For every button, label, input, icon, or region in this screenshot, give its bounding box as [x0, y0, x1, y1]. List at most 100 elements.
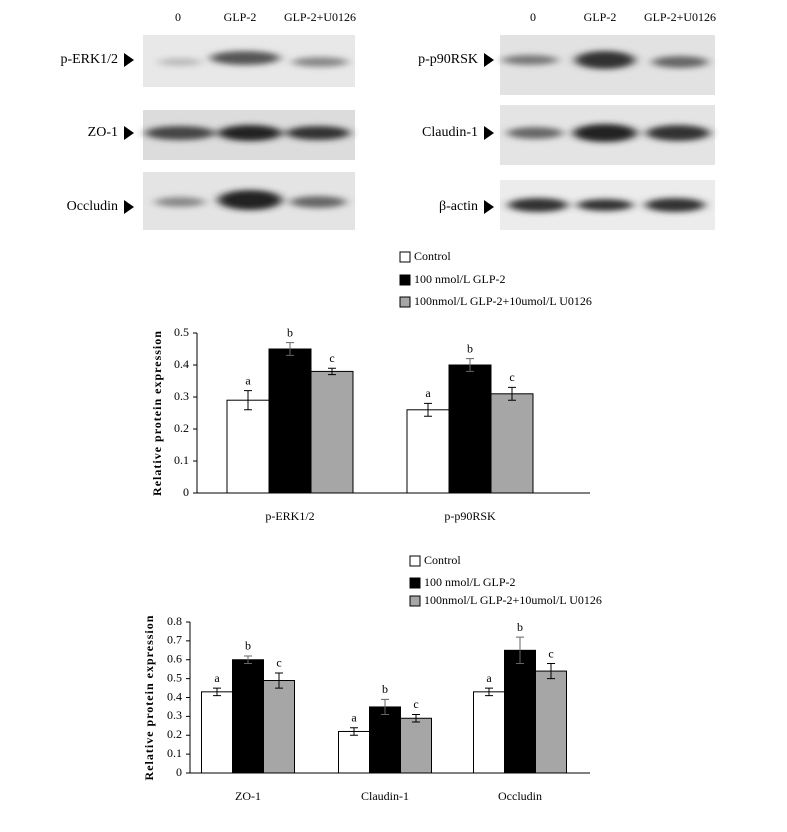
- significance-letter: c: [413, 697, 418, 711]
- y-axis-label: Relative protein expression: [142, 615, 156, 781]
- bar: [268, 348, 312, 494]
- error-bar: [244, 655, 252, 665]
- y-tick-label: 0.6: [167, 652, 182, 666]
- y-tick-label: 0.5: [167, 670, 182, 684]
- bar: [201, 691, 233, 774]
- significance-letter: b: [245, 639, 251, 653]
- y-tick-label: 0.4: [174, 357, 189, 371]
- bar: [369, 706, 401, 774]
- legend-swatch: [409, 555, 421, 567]
- legend-swatch: [399, 251, 411, 263]
- error-bar: [508, 386, 516, 401]
- error-bar: [381, 698, 389, 715]
- error-bar: [485, 687, 493, 697]
- error-bar: [350, 727, 358, 736]
- bar: [232, 659, 264, 774]
- error-bar: [286, 342, 294, 356]
- lane-label: GLP-2+U0126: [284, 10, 356, 24]
- bar: [310, 370, 354, 494]
- x-tick-label: p-p90RSK: [444, 509, 496, 523]
- arrow: [124, 126, 134, 140]
- arrow: [484, 126, 494, 140]
- y-tick-label: 0.1: [167, 746, 182, 760]
- y-tick-label: 0.8: [167, 614, 182, 628]
- row-label: p-ERK1/2: [60, 52, 118, 67]
- x-tick-label: Claudin-1: [361, 789, 409, 803]
- error-bar: [424, 402, 432, 417]
- legend-swatch: [409, 577, 421, 589]
- arrow: [484, 53, 494, 67]
- legend-label: 100 nmol/L GLP-2: [424, 575, 516, 589]
- legend-swatch: [399, 274, 411, 286]
- bar: [473, 691, 505, 774]
- significance-letter: b: [382, 682, 388, 696]
- y-tick-label: 0: [183, 485, 189, 499]
- x-tick-label: Occludin: [498, 789, 542, 803]
- blot-images: [143, 35, 715, 230]
- significance-letter: c: [509, 370, 514, 384]
- x-tick-label: p-ERK1/2: [265, 509, 314, 523]
- error-bar: [275, 672, 283, 689]
- arrow: [484, 200, 494, 214]
- bands: [145, 51, 710, 212]
- significance-letter: a: [351, 710, 357, 724]
- error-bar: [516, 636, 524, 665]
- significance-letter: a: [486, 671, 492, 685]
- lane-label: 0: [175, 10, 181, 24]
- bar: [448, 364, 492, 494]
- y-tick-label: 0.3: [167, 708, 182, 722]
- row-label: Claudin-1: [422, 125, 478, 140]
- bar: [504, 649, 536, 774]
- y-tick-label: 0.2: [174, 421, 189, 435]
- significance-letter: c: [329, 351, 334, 365]
- error-bar: [244, 390, 252, 411]
- y-tick-label: 0.1: [174, 453, 189, 467]
- y-tick-label: 0.3: [174, 389, 189, 403]
- error-bar: [466, 358, 474, 372]
- bar: [338, 730, 370, 774]
- significance-letter: b: [517, 620, 523, 634]
- arrow: [124, 53, 134, 67]
- bar: [226, 399, 270, 494]
- significance-letter: b: [467, 341, 473, 355]
- arrow: [124, 200, 134, 214]
- legend-label: 100 nmol/L GLP-2: [414, 272, 506, 286]
- lane-label: GLP-2+U0126: [644, 10, 716, 24]
- row-label: p-p90RSK: [418, 52, 478, 67]
- significance-letter: a: [245, 373, 251, 387]
- x-tick-label: ZO-1: [235, 789, 261, 803]
- bar: [400, 717, 432, 774]
- lane-label: 0: [530, 10, 536, 24]
- lane-label: GLP-2: [584, 10, 617, 24]
- row-label: β-actin: [439, 199, 478, 214]
- legend-swatch: [399, 296, 411, 308]
- lane-label: GLP-2: [224, 10, 257, 24]
- legend-label: 100nmol/L GLP-2+10umol/L U0126: [424, 593, 602, 607]
- error-bar: [412, 713, 420, 723]
- significance-letter: c: [276, 656, 281, 670]
- y-axis-label: Relative protein expression: [150, 330, 164, 496]
- y-tick-label: 0: [176, 765, 182, 779]
- bar: [535, 670, 567, 774]
- y-tick-label: 0.2: [167, 727, 182, 741]
- significance-letter: a: [425, 386, 431, 400]
- error-bar: [547, 663, 555, 680]
- bar: [490, 393, 534, 494]
- significance-letter: b: [287, 325, 293, 339]
- y-tick-label: 0.5: [174, 325, 189, 339]
- row-label: ZO-1: [88, 125, 118, 140]
- significance-letter: c: [548, 646, 553, 660]
- bar: [263, 680, 295, 774]
- error-bar: [213, 687, 221, 697]
- row-label: Occludin: [67, 199, 118, 214]
- legend-label: 100nmol/L GLP-2+10umol/L U0126: [414, 294, 592, 308]
- error-bar: [328, 367, 336, 376]
- legend-label: Control: [424, 553, 461, 567]
- legend-label: Control: [414, 249, 451, 263]
- y-tick-label: 0.7: [167, 633, 182, 647]
- y-tick-label: 0.4: [167, 689, 182, 703]
- significance-letter: a: [214, 671, 220, 685]
- bar: [406, 409, 450, 494]
- legend-swatch: [409, 595, 421, 607]
